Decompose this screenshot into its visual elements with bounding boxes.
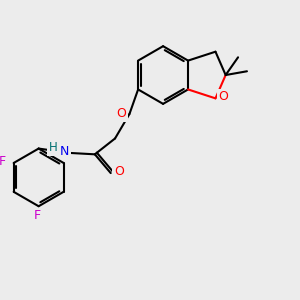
Text: N: N bbox=[60, 145, 69, 158]
Text: O: O bbox=[116, 107, 126, 121]
Text: F: F bbox=[34, 209, 41, 222]
Text: O: O bbox=[219, 90, 229, 104]
Text: H: H bbox=[49, 141, 57, 154]
Text: F: F bbox=[0, 155, 6, 168]
Text: O: O bbox=[114, 165, 124, 178]
